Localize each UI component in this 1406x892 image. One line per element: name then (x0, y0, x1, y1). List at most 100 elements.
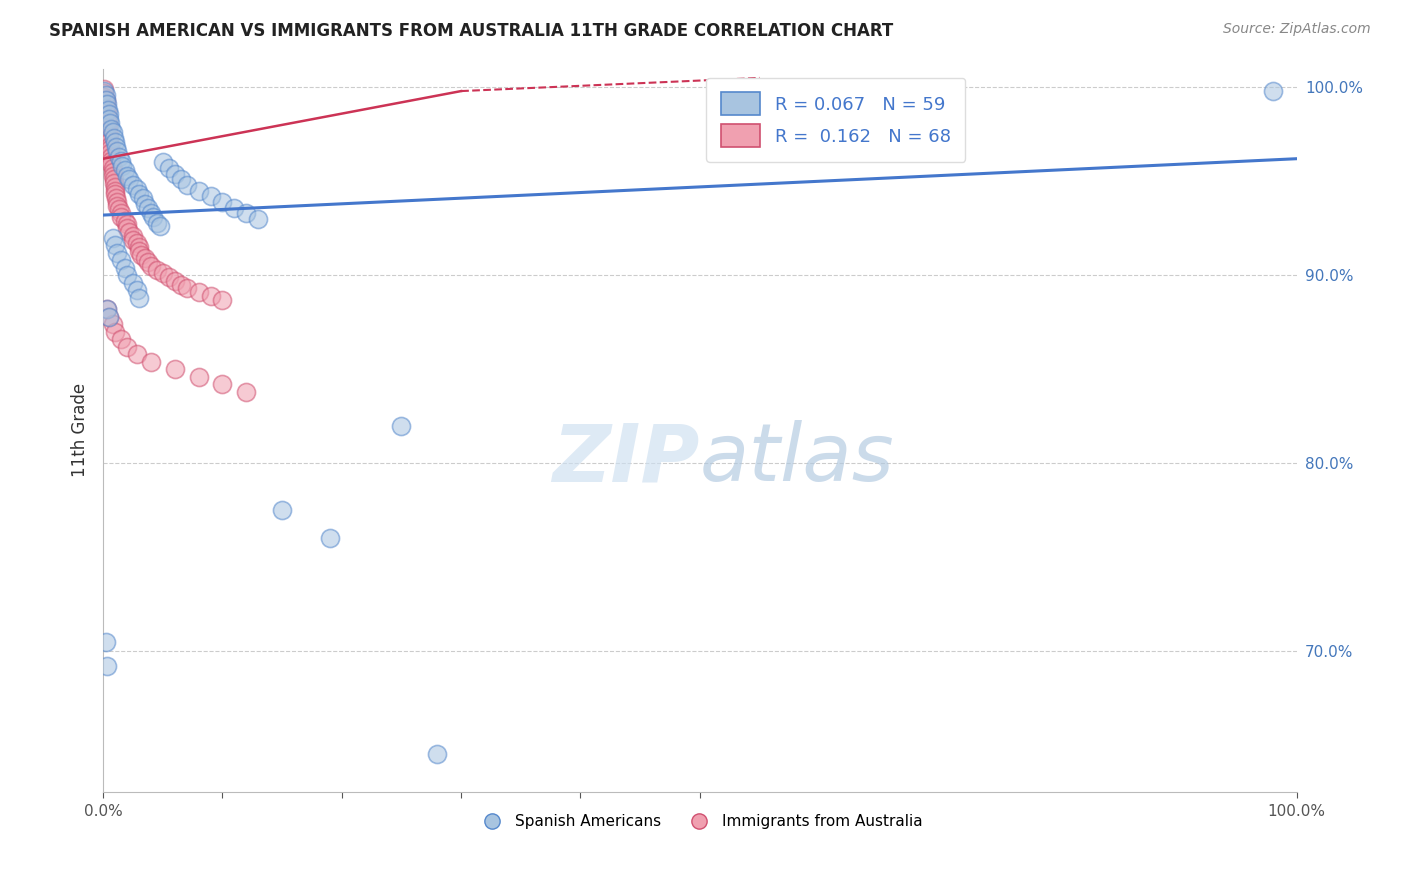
Point (163, 362, 186, 376)
Point (93, 82, 115, 96)
Point (100, 121, 122, 136)
Point (110, 253, 132, 268)
Point (247, 211, 270, 226)
Point (319, 531, 342, 545)
Point (271, 503, 294, 517)
Point (170, 172, 193, 186)
Point (224, 201, 246, 215)
Point (98, 310, 121, 324)
Point (115, 340, 138, 354)
Point (96, 97, 118, 112)
Point (128, 244, 150, 258)
Point (235, 384, 257, 399)
Point (114, 213, 136, 227)
Point (97, 103, 120, 117)
Point (98, 138, 121, 153)
Point (115, 268, 138, 283)
Point (107, 150, 129, 164)
Point (125, 347, 148, 361)
Point (146, 216, 169, 230)
Point (104, 238, 127, 252)
Point (111, 159, 134, 173)
Point (110, 153, 132, 168)
Y-axis label: 11th Grade: 11th Grade (72, 384, 89, 477)
Point (122, 228, 145, 243)
Point (187, 369, 209, 384)
Point (426, 747, 449, 762)
Point (98, 310, 121, 324)
Point (107, 245, 129, 260)
Point (187, 285, 209, 299)
Point (101, 230, 124, 244)
Point (94, 101, 117, 115)
Point (104, 135, 127, 149)
Point (98, 135, 121, 149)
Point (142, 210, 165, 224)
Point (176, 178, 198, 192)
Point (391, 418, 413, 433)
Point (104, 187, 127, 202)
Point (128, 240, 150, 254)
Point (138, 255, 160, 269)
Point (163, 167, 186, 181)
Point (211, 293, 233, 307)
Point (115, 169, 138, 183)
Point (122, 276, 145, 290)
Point (100, 153, 122, 168)
Point (93, 84, 115, 98)
Point (107, 202, 129, 217)
Point (101, 317, 124, 331)
Point (94, 87, 117, 102)
Point (157, 161, 180, 175)
Point (122, 233, 145, 247)
Point (170, 277, 193, 292)
Point (118, 172, 141, 186)
Legend: Spanish Americans, Immigrants from Australia: Spanish Americans, Immigrants from Austr… (471, 808, 929, 835)
Point (134, 196, 156, 211)
Text: atlas: atlas (700, 420, 894, 498)
Point (110, 206, 132, 220)
Point (149, 219, 172, 234)
Point (110, 332, 132, 346)
Point (128, 291, 150, 305)
Point (187, 184, 209, 198)
Point (93, 89, 115, 103)
Point (152, 266, 174, 280)
Point (107, 145, 129, 159)
Point (157, 270, 180, 285)
Point (200, 289, 222, 303)
Point (152, 155, 174, 169)
Text: Source: ZipAtlas.com: Source: ZipAtlas.com (1223, 22, 1371, 37)
Point (105, 140, 128, 154)
Point (98, 128, 121, 142)
Point (94, 634, 117, 648)
Point (93, 86, 115, 100)
Point (1261, 84, 1284, 98)
Point (103, 172, 125, 186)
Point (125, 182, 148, 196)
Point (96, 112, 118, 127)
Point (96, 104, 118, 119)
Point (115, 221, 138, 235)
Point (97, 116, 120, 130)
Point (139, 206, 162, 220)
Point (101, 169, 124, 183)
Point (98, 142, 121, 156)
Point (125, 283, 148, 297)
Point (131, 191, 153, 205)
Point (101, 161, 124, 175)
Point (104, 325, 127, 339)
Point (139, 259, 162, 273)
Point (122, 178, 145, 192)
Point (115, 218, 138, 232)
Point (101, 125, 124, 139)
Point (96, 301, 118, 316)
Point (97, 120, 120, 134)
Point (114, 260, 136, 275)
Text: ZIP: ZIP (553, 420, 700, 498)
Point (98, 146, 121, 161)
Point (94, 94, 117, 108)
Point (96, 301, 118, 316)
Point (98, 112, 121, 127)
Point (200, 189, 222, 203)
